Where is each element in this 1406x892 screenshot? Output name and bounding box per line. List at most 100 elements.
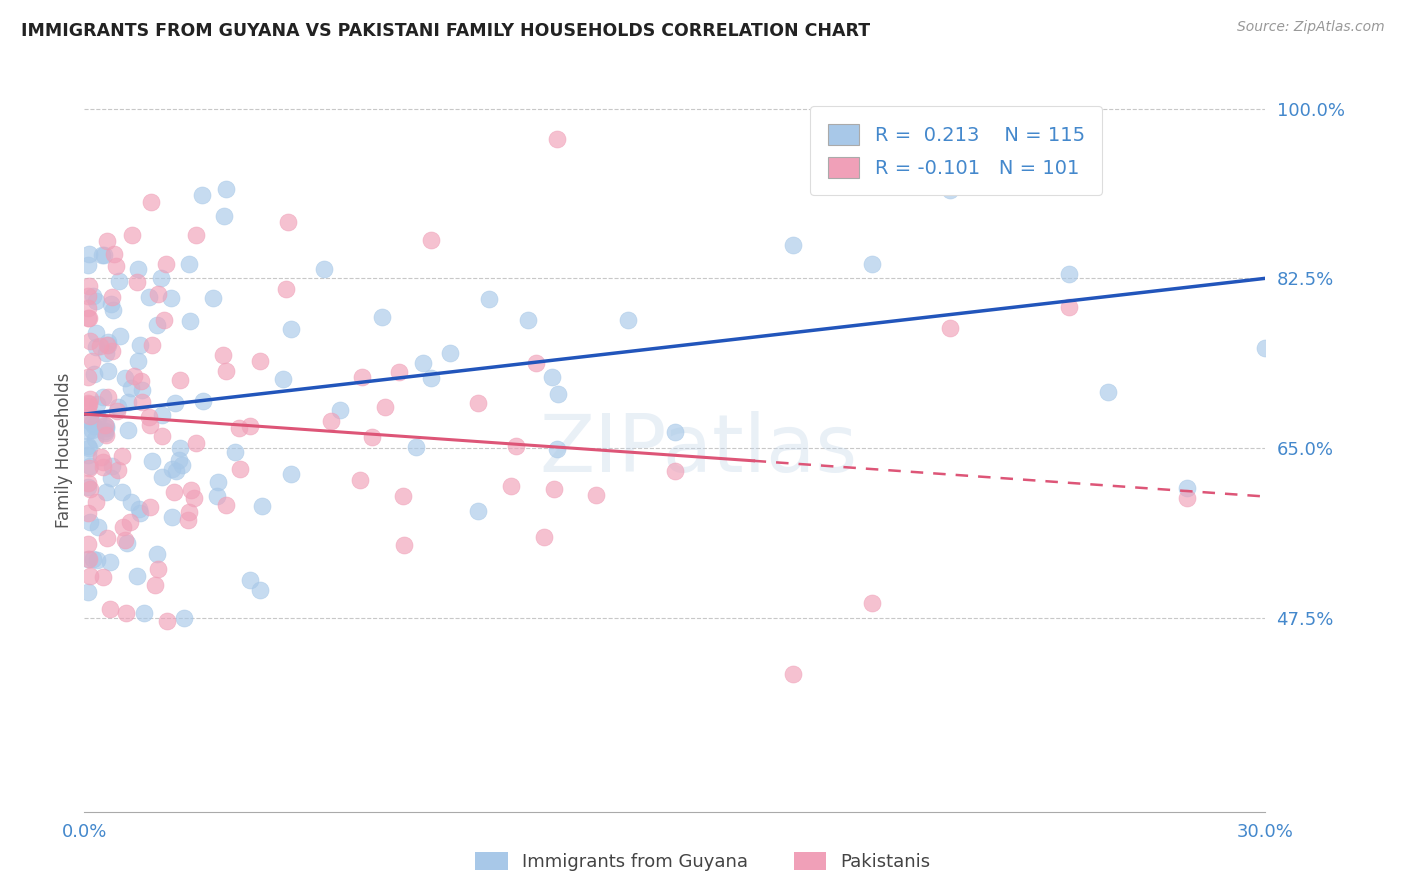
Point [87, 520, 110, 534]
Point [90, 450, 112, 464]
Point [101, 459, 124, 474]
Point [467, 395, 489, 409]
Point [215, 499, 238, 513]
Point [94, 418, 117, 433]
Point [329, 402, 352, 417]
Point [782, 667, 804, 681]
Point [111, 449, 134, 463]
Point [478, 292, 501, 306]
Point [79, 482, 101, 496]
Point [177, 257, 200, 271]
Point [156, 614, 179, 628]
Point [96, 428, 118, 442]
Point [77, 441, 100, 455]
Text: ZIPatlas: ZIPatlas [540, 411, 858, 490]
Point [86, 410, 108, 425]
Point [77, 399, 100, 413]
Point [392, 538, 415, 552]
Point [1175, 481, 1198, 495]
Point [77, 439, 100, 453]
Point [127, 275, 149, 289]
Point [97, 334, 120, 349]
Point [939, 183, 962, 197]
Point [939, 320, 962, 334]
Point [105, 259, 128, 273]
Y-axis label: Family Households: Family Households [55, 373, 73, 528]
Point [419, 370, 441, 384]
Point [148, 287, 170, 301]
Point [94, 485, 117, 500]
Point [664, 464, 686, 478]
Point [350, 370, 373, 384]
Point [191, 393, 214, 408]
Point [374, 400, 396, 414]
Point [179, 314, 201, 328]
Point [118, 515, 141, 529]
Point [121, 228, 143, 243]
Point [79, 334, 101, 348]
Point [146, 318, 169, 333]
Point [585, 488, 607, 502]
Point [114, 533, 136, 548]
Point [388, 365, 411, 379]
Point [77, 412, 100, 426]
Point [114, 606, 136, 620]
Point [141, 454, 163, 468]
Point [138, 409, 160, 424]
Point [115, 536, 138, 550]
Point [82, 288, 104, 302]
Point [180, 483, 202, 497]
Point [77, 310, 100, 325]
Point [250, 500, 273, 514]
Point [139, 417, 162, 432]
Point [86, 397, 108, 411]
Point [77, 301, 100, 315]
Point [150, 271, 173, 285]
Point [1175, 491, 1198, 505]
Point [165, 396, 187, 410]
Legend: R =  0.213    N = 115, R = -0.101   N = 101: R = 0.213 N = 115, R = -0.101 N = 101 [810, 106, 1102, 195]
Point [129, 338, 152, 352]
Point [91, 390, 114, 404]
Point [80, 416, 103, 430]
Point [139, 194, 162, 209]
Point [79, 552, 101, 566]
Point [97, 364, 120, 378]
Point [86, 553, 108, 567]
Point [127, 354, 149, 368]
Text: IMMIGRANTS FROM GUYANA VS PAKISTANI FAMILY HOUSEHOLDS CORRELATION CHART: IMMIGRANTS FROM GUYANA VS PAKISTANI FAMI… [21, 22, 870, 40]
Point [96, 531, 118, 545]
Point [83, 367, 105, 381]
Point [77, 397, 100, 411]
Point [77, 396, 100, 410]
Point [412, 357, 434, 371]
Point [117, 394, 139, 409]
Point [77, 311, 100, 326]
Point [120, 381, 142, 395]
Point [179, 505, 201, 519]
Point [131, 374, 153, 388]
Point [127, 568, 149, 582]
Point [524, 356, 547, 370]
Point [107, 274, 129, 288]
Point [228, 420, 250, 434]
Point [517, 313, 540, 327]
Point [167, 453, 190, 467]
Point [215, 182, 238, 196]
Point [1057, 267, 1080, 281]
Point [111, 520, 134, 534]
Point [77, 461, 100, 475]
Point [131, 384, 153, 398]
Point [103, 247, 125, 261]
Point [97, 338, 120, 352]
Point [77, 480, 100, 494]
Point [100, 297, 122, 311]
Point [105, 404, 128, 418]
Point [122, 368, 145, 383]
Point [114, 371, 136, 385]
Point [91, 570, 114, 584]
Point [547, 387, 569, 401]
Point [239, 418, 262, 433]
Point [162, 462, 184, 476]
Point [860, 257, 883, 271]
